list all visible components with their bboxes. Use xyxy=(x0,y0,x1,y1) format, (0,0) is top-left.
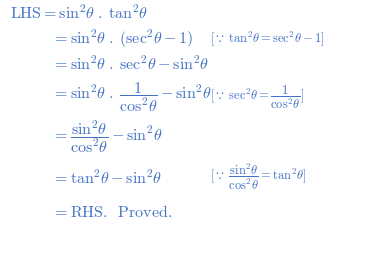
Text: $[\because\; \sec^2\!\theta = \dfrac{1}{\cos^2\!\theta}]$: $[\because\; \sec^2\!\theta = \dfrac{1}{… xyxy=(210,83,304,111)
Text: $[\because\; \tan^2\!\theta = \sec^2\!\theta - 1]$: $[\because\; \tan^2\!\theta = \sec^2\!\t… xyxy=(210,30,324,48)
Text: $= \tan^2\!\theta - \sin^2\!\theta$: $= \tan^2\!\theta - \sin^2\!\theta$ xyxy=(52,168,162,186)
Text: $= \sin^2\!\theta \;.\; \sec^2\!\theta - \sin^2\!\theta$: $= \sin^2\!\theta \;.\; \sec^2\!\theta -… xyxy=(52,54,209,72)
Text: $[\because\; \dfrac{\sin^2\!\theta}{\cos^2\!\theta} = \tan^2\!\theta]$: $[\because\; \dfrac{\sin^2\!\theta}{\cos… xyxy=(210,162,306,192)
Text: $= \sin^2\!\theta \;.\; \dfrac{1}{\cos^2\!\theta} - \sin^2\!\theta$: $= \sin^2\!\theta \;.\; \dfrac{1}{\cos^2… xyxy=(52,80,212,114)
Text: $= \sin^2\!\theta \;.\; (\sec^2\!\theta - 1)$: $= \sin^2\!\theta \;.\; (\sec^2\!\theta … xyxy=(52,28,194,50)
Text: $= \mathrm{RHS.\;\; Proved.}$: $= \mathrm{RHS.\;\; Proved.}$ xyxy=(52,204,172,220)
Text: $\mathrm{LHS} = \sin^2\!\theta \;.\; \tan^2\!\theta$: $\mathrm{LHS} = \sin^2\!\theta \;.\; \ta… xyxy=(10,3,148,21)
Text: $= \dfrac{\sin^2\!\theta}{\cos^2\!\theta} - \sin^2\!\theta$: $= \dfrac{\sin^2\!\theta}{\cos^2\!\theta… xyxy=(52,118,162,155)
